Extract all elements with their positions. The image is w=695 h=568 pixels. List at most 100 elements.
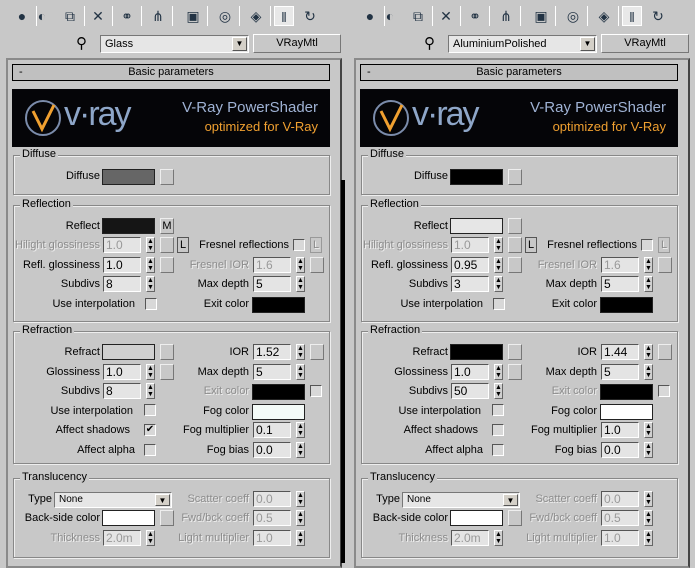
assign-material-icon[interactable]: ⧉ <box>413 8 423 24</box>
refr-subdivs-field[interactable]: 8 <box>103 383 141 399</box>
show-map-icon[interactable]: ◎ <box>566 8 580 24</box>
diffuse-map-button[interactable] <box>508 169 522 185</box>
hilight-lock-button[interactable]: L <box>177 237 189 253</box>
put-to-library-icon[interactable]: ⋔ <box>152 8 164 24</box>
fresnel-ior-spinner[interactable]: ▲ ▼ <box>644 257 653 273</box>
scatter-coeff-field[interactable]: 0.0 <box>253 491 291 507</box>
put-to-library-icon[interactable]: ⋔ <box>500 8 512 24</box>
hilight-glossiness-spinner[interactable]: ▲ ▼ <box>146 237 155 253</box>
fwd-bck-coeff-spinner[interactable]: ▲ ▼ <box>296 510 305 526</box>
thickness-spinner[interactable]: ▲ ▼ <box>146 530 155 546</box>
refr-glossiness-map-button[interactable] <box>508 364 522 380</box>
hilight-glossiness-map-button[interactable] <box>508 237 522 253</box>
go-to-parent-icon[interactable]: ‖ <box>622 6 642 26</box>
fog-color-swatch[interactable] <box>252 404 305 420</box>
refl-glossiness-spinner[interactable]: ▲ ▼ <box>146 257 155 273</box>
fresnel-ior-field[interactable]: 1.6 <box>601 257 639 273</box>
material-id-icon[interactable]: ▣ <box>186 8 200 24</box>
thickness-field[interactable]: 2.0m <box>103 530 141 546</box>
ior-spinner[interactable]: ▲ ▼ <box>644 344 653 360</box>
affect-alpha-checkbox[interactable] <box>492 444 504 456</box>
light-multiplier-spinner[interactable]: ▲ ▼ <box>296 530 305 546</box>
reflect-map-button[interactable] <box>508 218 522 234</box>
ior-spinner[interactable]: ▲ ▼ <box>296 344 305 360</box>
chevron-down-icon[interactable]: ▼ <box>580 37 595 51</box>
light-multiplier-field[interactable]: 1.0 <box>253 530 291 546</box>
affect-shadows-checkbox[interactable] <box>492 424 504 436</box>
refl-use-interpolation-checkbox[interactable] <box>493 298 505 310</box>
fog-bias-spinner[interactable]: ▲ ▼ <box>296 442 305 458</box>
affect-shadows-checkbox[interactable]: ✔ <box>144 424 156 436</box>
put-to-scene-icon[interactable]: ◐ <box>385 8 395 24</box>
refract-swatch[interactable] <box>102 344 155 360</box>
refl-glossiness-spinner[interactable]: ▲ ▼ <box>494 257 503 273</box>
scatter-coeff-spinner[interactable]: ▲ ▼ <box>644 491 653 507</box>
refract-map-button[interactable] <box>160 344 174 360</box>
fresnel-reflections-checkbox[interactable] <box>641 239 653 251</box>
light-multiplier-field[interactable]: 1.0 <box>601 530 639 546</box>
fresnel-ior-spinner[interactable]: ▲ ▼ <box>296 257 305 273</box>
hilight-glossiness-field[interactable]: 1.0 <box>451 237 489 253</box>
refr-subdivs-spinner[interactable]: ▲ ▼ <box>494 383 503 399</box>
refr-max-depth-field[interactable]: 5 <box>253 364 291 380</box>
refr-glossiness-map-button[interactable] <box>160 364 174 380</box>
ior-map-button[interactable] <box>310 344 324 360</box>
refl-subdivs-field[interactable]: 3 <box>451 276 489 292</box>
affect-alpha-checkbox[interactable] <box>144 444 156 456</box>
reflect-swatch[interactable] <box>450 218 503 234</box>
get-material-icon[interactable]: ● <box>365 8 375 24</box>
refl-exit-color-swatch[interactable] <box>252 297 305 313</box>
refl-subdivs-spinner[interactable]: ▲ ▼ <box>494 276 503 292</box>
refl-max-depth-field[interactable]: 5 <box>601 276 639 292</box>
refl-subdivs-spinner[interactable]: ▲ ▼ <box>146 276 155 292</box>
scatter-coeff-field[interactable]: 0.0 <box>601 491 639 507</box>
back-side-color-swatch[interactable] <box>102 510 155 526</box>
refr-use-interpolation-checkbox[interactable] <box>492 404 504 416</box>
hilight-lock-button[interactable]: L <box>525 237 537 253</box>
fwd-bck-coeff-spinner[interactable]: ▲ ▼ <box>644 510 653 526</box>
fresnel-lock-button[interactable]: L <box>310 237 322 253</box>
refract-map-button[interactable] <box>508 344 522 360</box>
refl-glossiness-map-button[interactable] <box>160 257 174 273</box>
thickness-field[interactable]: 2.0m <box>451 530 489 546</box>
fog-multiplier-spinner[interactable]: ▲ ▼ <box>644 422 653 438</box>
material-name-dropdown[interactable]: AluminiumPolished ▼ <box>448 35 597 53</box>
scrollbar[interactable] <box>341 180 345 563</box>
refl-subdivs-field[interactable]: 8 <box>103 276 141 292</box>
rollout-header[interactable]: - Basic parameters <box>12 64 330 81</box>
refl-glossiness-field[interactable]: 1.0 <box>103 257 141 273</box>
fog-color-swatch[interactable] <box>600 404 653 420</box>
hilight-glossiness-spinner[interactable]: ▲ ▼ <box>494 237 503 253</box>
refl-glossiness-map-button[interactable] <box>508 257 522 273</box>
chevron-down-icon[interactable]: ▼ <box>155 494 170 506</box>
show-end-result-icon[interactable]: ◈ <box>250 8 262 24</box>
material-type-button[interactable]: VRayMtl <box>253 34 341 53</box>
refl-max-depth-spinner[interactable]: ▲ ▼ <box>296 276 305 292</box>
back-side-color-map-button[interactable] <box>508 510 522 526</box>
refr-glossiness-spinner[interactable]: ▲ ▼ <box>146 364 155 380</box>
ior-field[interactable]: 1.52 <box>253 344 291 360</box>
refr-glossiness-field[interactable]: 1.0 <box>451 364 489 380</box>
show-end-result-icon[interactable]: ◈ <box>598 8 610 24</box>
refr-glossiness-field[interactable]: 1.0 <box>103 364 141 380</box>
go-forward-icon[interactable]: ↻ <box>304 8 316 24</box>
put-to-scene-icon[interactable]: ◐ <box>37 8 47 24</box>
refr-subdivs-field[interactable]: 50 <box>451 383 489 399</box>
go-to-parent-icon[interactable]: ‖ <box>274 6 294 26</box>
get-material-icon[interactable]: ● <box>17 8 27 24</box>
assign-material-icon[interactable]: ⧉ <box>65 8 75 24</box>
reflect-swatch[interactable] <box>102 218 155 234</box>
back-side-color-map-button[interactable] <box>160 510 174 526</box>
fresnel-ior-map-button[interactable] <box>658 257 672 273</box>
ior-map-button[interactable] <box>658 344 672 360</box>
fog-bias-field[interactable]: 0.0 <box>253 442 291 458</box>
reflect-map-button[interactable]: M <box>160 218 174 234</box>
make-unique-icon[interactable]: ⚭ <box>469 8 481 24</box>
refr-exit-color-checkbox[interactable] <box>658 385 670 397</box>
back-side-color-swatch[interactable] <box>450 510 503 526</box>
chevron-down-icon[interactable]: ▼ <box>232 37 247 51</box>
hilight-glossiness-map-button[interactable] <box>160 237 174 253</box>
fog-bias-field[interactable]: 0.0 <box>601 442 639 458</box>
refl-use-interpolation-checkbox[interactable] <box>145 298 157 310</box>
refr-max-depth-field[interactable]: 5 <box>601 364 639 380</box>
